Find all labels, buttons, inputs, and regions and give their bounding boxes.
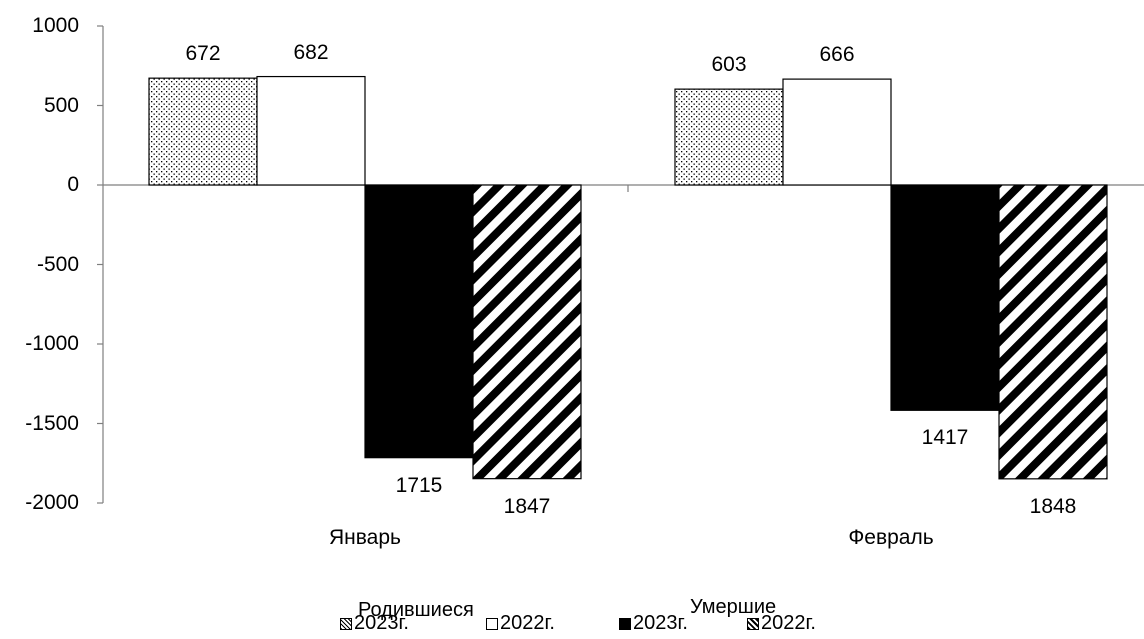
y-tick-label: -2000 [25,491,79,514]
y-tick-label: -1000 [25,332,79,355]
white-swatch-icon [486,618,498,630]
legend-item-deaths-2023: 2023г. [619,612,688,635]
group-label-births: Родившиеся [358,599,474,621]
legend: 2023г. 2022г. 2023г. 2022г. [0,612,1144,638]
data-label: 682 [293,40,329,64]
x-category-label: Январь [329,526,401,549]
bars [148,75,1108,480]
x-category-label: Февраль [848,526,934,549]
bar-2-1 [674,88,784,186]
data-label: 672 [185,42,221,66]
chart [97,25,1144,504]
data-label: 1848 [1029,494,1077,518]
legend-label: 2022г. [500,612,555,634]
dots-swatch-icon [340,618,352,630]
y-tick-label: -1500 [25,411,79,435]
legend-label: 2023г. [633,612,688,634]
y-tick-label: 0 [67,173,79,196]
y-tick-label: -500 [36,252,79,276]
bar-2-3 [890,184,1000,411]
legend-item-births-2023: 2023г. [340,612,409,635]
diagonal-swatch-icon [747,618,759,630]
y-tick-label: 1000 [32,14,79,37]
bar-2-2 [782,78,892,186]
group-label-deaths: Умершие [690,596,777,618]
data-label: 603 [711,53,747,77]
legend-item-births-2022: 2022г. [486,612,555,635]
bar-1-3 [364,184,474,459]
black-swatch-icon [619,618,631,630]
legend-label: 2023г. [354,612,409,634]
bar-2-4 [998,184,1108,480]
legend-label: 2022г. [761,612,816,634]
bar-1-1 [148,77,258,186]
data-label: 1847 [503,494,551,518]
data-label: 1417 [921,426,969,450]
legend-item-deaths-2022: 2022г. [747,612,816,635]
data-label: 1715 [395,473,443,497]
y-tick-label: 500 [43,93,79,117]
data-label: 666 [819,43,855,67]
bar-1-2 [256,75,366,186]
bar-1-4 [472,184,582,480]
